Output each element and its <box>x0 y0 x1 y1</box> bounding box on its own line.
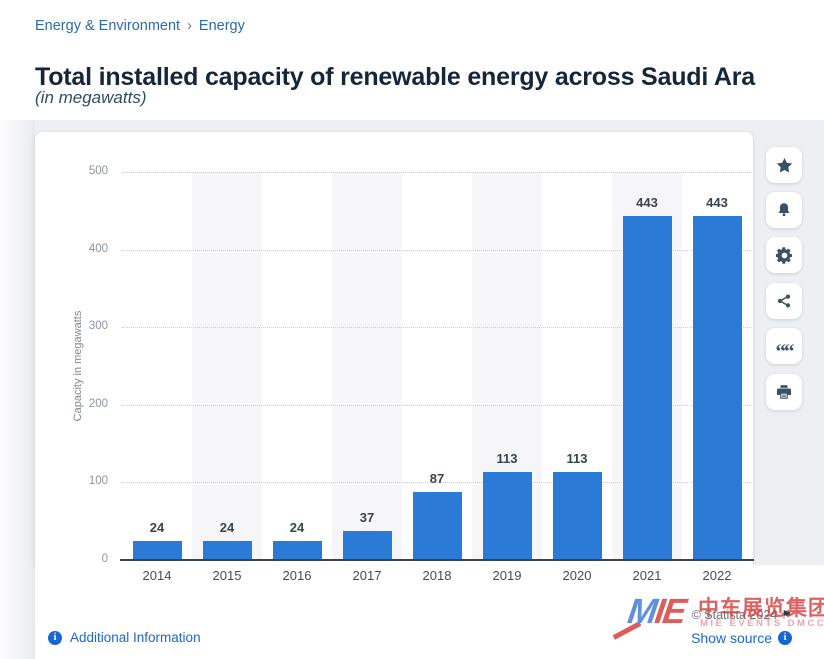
breadcrumb-separator: › <box>187 18 192 34</box>
print-button[interactable] <box>766 374 802 410</box>
bar-2020[interactable] <box>552 472 602 560</box>
additional-information-link[interactable]: i Additional Information <box>48 630 201 645</box>
y-tick-label: 0 <box>101 553 108 565</box>
x-tick-label: 2017 <box>352 568 382 583</box>
bar-value-label: 37 <box>359 510 375 525</box>
x-tick-label: 2014 <box>142 568 172 583</box>
y-tick-label: 100 <box>88 475 108 488</box>
breadcrumb: Energy & Environment › Energy <box>35 18 245 34</box>
bar-2022[interactable] <box>692 216 742 560</box>
share-icon <box>776 293 792 309</box>
column-band <box>192 172 262 560</box>
bar-2021[interactable] <box>622 216 672 560</box>
page-subtitle: (in megawatts) <box>35 88 147 107</box>
cite-button[interactable]: ““ <box>766 328 802 364</box>
grid-line <box>122 327 752 329</box>
page-title: Total installed capacity of renewable en… <box>35 62 756 91</box>
favorite-button[interactable] <box>766 147 802 183</box>
bar-2016[interactable] <box>272 541 322 560</box>
x-tick-label: 2015 <box>212 568 242 583</box>
x-axis-line <box>120 559 754 561</box>
bar-2014[interactable] <box>132 541 182 560</box>
x-tick-label: 2022 <box>702 568 732 583</box>
bar-value-label: 113 <box>496 451 518 466</box>
y-tick-label: 300 <box>88 320 108 333</box>
x-tick-label: 2021 <box>632 568 662 583</box>
grid-line <box>122 249 752 251</box>
bar-2019[interactable] <box>482 472 532 560</box>
card-footer-area <box>35 565 824 659</box>
grid-line <box>122 172 752 173</box>
bar-2015[interactable] <box>202 541 252 560</box>
share-button[interactable] <box>766 283 802 319</box>
info-icon: i <box>48 630 62 645</box>
x-tick-label: 2016 <box>282 568 312 583</box>
bar-2018[interactable] <box>412 492 462 560</box>
settings-button[interactable] <box>766 237 802 273</box>
bar-value-label: 87 <box>429 471 445 486</box>
y-tick-label: 400 <box>88 242 108 255</box>
bar-value-label: 24 <box>219 520 235 535</box>
notifications-button[interactable] <box>766 192 802 228</box>
quote-icon: ““ <box>775 338 795 363</box>
bar-2017[interactable] <box>342 531 392 560</box>
column-band <box>332 172 402 560</box>
bar-value-label: 443 <box>706 195 728 210</box>
left-gutter-shadow <box>0 120 35 659</box>
y-tick-label: 200 <box>88 397 108 410</box>
x-tick-label: 2020 <box>562 568 592 583</box>
x-tick-label: 2019 <box>492 568 522 583</box>
bar-value-label: 443 <box>636 195 658 210</box>
flag-icon: ⚑ <box>781 608 792 622</box>
x-tick-label: 2018 <box>422 568 452 583</box>
star-icon <box>776 157 793 174</box>
info-icon: i <box>778 631 792 645</box>
bar-value-label: 24 <box>149 520 165 535</box>
copyright-note: © Statista 2024 ⚑ <box>691 608 792 622</box>
bar-value-label: 113 <box>566 451 588 466</box>
grid-line <box>122 482 752 484</box>
y-tick-label: 500 <box>88 165 108 177</box>
printer-icon <box>776 384 792 400</box>
breadcrumb-link-energy[interactable]: Energy <box>198 18 245 34</box>
gear-icon <box>775 246 793 264</box>
breadcrumb-link-energy-environment[interactable]: Energy & Environment <box>35 18 181 34</box>
grid-line <box>122 404 752 406</box>
bell-icon <box>776 202 792 218</box>
show-source-link[interactable]: Show source i <box>691 630 792 646</box>
bar-value-label: 24 <box>289 520 305 535</box>
